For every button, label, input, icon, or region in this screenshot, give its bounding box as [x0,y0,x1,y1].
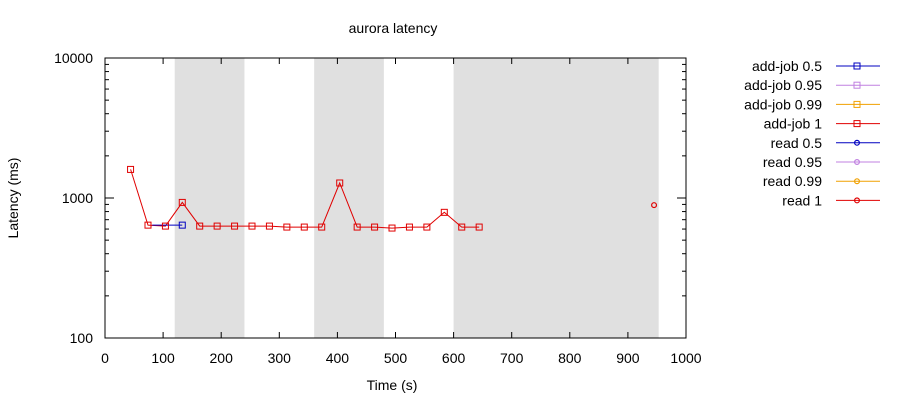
legend-label-read-0-5: read 0.5 [771,135,823,151]
data-point-add-job-1 [161,222,169,230]
data-point-add-job-1 [440,208,448,216]
shaded-interval-2 [314,58,384,338]
y-axis-label: Latency (ms) [5,158,21,239]
data-point-add-job-1 [213,222,221,230]
x-tick-label: 500 [384,350,408,366]
series-markers [127,165,658,232]
x-tick-label: 0 [101,350,109,366]
data-point-add-job-1 [371,223,379,231]
shaded-interval-3 [453,58,659,338]
data-point-add-job-1 [458,223,466,231]
legend-label-read-1: read 1 [782,192,822,208]
data-point-add-job-1 [336,179,344,187]
legend-marker-read-0-5 [853,139,860,146]
data-point-add-job-1 [475,223,483,231]
y-tick-label: 1000 [62,190,93,206]
legend-marker-add-job-0-5 [853,62,861,70]
chart-title: aurora latency [349,20,438,36]
x-tick-label: 200 [210,350,234,366]
x-tick-label: 900 [616,350,640,366]
legend-label-add-job-0-95: add-job 0.95 [744,77,822,93]
x-axis-ticks: 0 100 200 300 400 500 600 700 800 900 1000 [101,58,702,366]
legend-label-add-job-1: add-job 1 [764,116,823,132]
legend-label-add-job-0-99: add-job 0.99 [744,96,822,112]
legend-label-read-0-95: read 0.95 [763,154,822,170]
data-point-add-job-1 [318,223,326,231]
data-point-add-job-1 [178,198,186,206]
x-tick-label: 1000 [670,350,701,366]
data-point-add-job-1 [405,223,413,231]
data-point-add-job-1 [231,222,239,230]
legend: add-job 0.5 add-job 0.95 add-job 0.99 add-j… [744,58,880,208]
x-tick-label: 600 [442,350,466,366]
legend-marker-add-job-0-99 [853,100,861,108]
data-point-add-job-1 [265,222,273,230]
y-axis-ticks: 100 1000 10000 [54,50,686,346]
legend-marker-add-job-0-95 [853,81,861,89]
legend-label-add-job-0-5: add-job 0.5 [752,58,822,74]
data-point-add-job-1 [144,221,152,229]
y-tick-label: 100 [70,330,94,346]
data-point-add-job-1 [388,224,396,232]
legend-marker-add-job-1 [853,120,861,128]
series-line-add-job-1 [130,169,480,229]
shaded-interval-1 [174,58,245,338]
x-axis-label: Time (s) [367,377,418,393]
data-point-read-1 [651,202,658,209]
x-tick-label: 700 [500,350,524,366]
x-tick-label: 800 [558,350,582,366]
data-point-add-job-1 [196,222,204,230]
legend-label-read-0-99: read 0.99 [763,173,822,189]
data-point-add-job-1 [423,223,431,231]
shaded-intervals [174,58,659,338]
data-point-add-job-1 [353,223,361,231]
data-point-add-job-1 [127,165,135,173]
data-point-add-job-1 [300,223,308,231]
legend-marker-read-1 [853,197,860,204]
data-point-add-job-1 [283,223,291,231]
legend-marker-read-0-99 [853,178,860,185]
data-point-add-job-0-5 [178,221,186,229]
x-tick-label: 100 [151,350,175,366]
x-tick-label: 300 [268,350,292,366]
legend-marker-read-0-95 [853,159,860,166]
series-lines [130,169,480,229]
y-tick-label: 10000 [54,50,93,66]
data-point-add-job-1 [248,222,256,230]
x-tick-label: 400 [326,350,350,366]
